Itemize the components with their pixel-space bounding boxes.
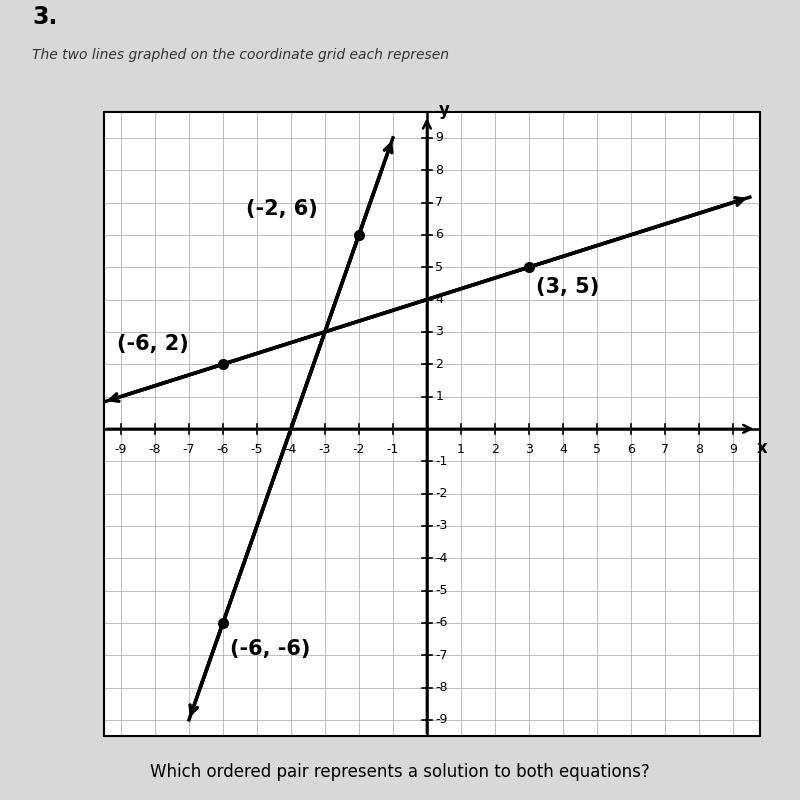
Text: -4: -4 [285, 443, 297, 456]
Text: (-2, 6): (-2, 6) [246, 198, 318, 218]
Text: -7: -7 [435, 649, 448, 662]
Text: 6: 6 [435, 228, 443, 242]
Text: y: y [438, 102, 450, 119]
Text: 3.: 3. [32, 5, 58, 29]
Text: 3: 3 [435, 326, 443, 338]
Text: 8: 8 [435, 164, 443, 177]
Text: -8: -8 [435, 681, 448, 694]
Text: Which ordered pair represents a solution to both equations?: Which ordered pair represents a solution… [150, 763, 650, 781]
Text: -3: -3 [435, 519, 448, 532]
Text: 4: 4 [435, 293, 443, 306]
Text: 6: 6 [627, 443, 634, 456]
Text: -3: -3 [318, 443, 331, 456]
Text: 2: 2 [435, 358, 443, 370]
Text: -8: -8 [149, 443, 162, 456]
Text: -5: -5 [435, 584, 448, 597]
Text: The two lines graphed on the coordinate grid each represen: The two lines graphed on the coordinate … [32, 48, 449, 62]
Text: 1: 1 [435, 390, 443, 403]
Text: -6: -6 [217, 443, 229, 456]
Text: -6: -6 [435, 616, 448, 630]
Text: 3: 3 [525, 443, 533, 456]
Text: -5: -5 [250, 443, 263, 456]
Text: -4: -4 [435, 552, 448, 565]
Text: 9: 9 [729, 443, 737, 456]
Text: -9: -9 [435, 714, 448, 726]
Text: 4: 4 [559, 443, 566, 456]
Text: -7: -7 [182, 443, 195, 456]
Text: x: x [756, 439, 767, 458]
Text: -9: -9 [115, 443, 127, 456]
Text: -1: -1 [386, 443, 399, 456]
Text: 7: 7 [435, 196, 443, 209]
Text: (3, 5): (3, 5) [536, 277, 599, 297]
Text: 8: 8 [695, 443, 703, 456]
Text: 5: 5 [593, 443, 601, 456]
Text: 9: 9 [435, 131, 443, 144]
Text: -2: -2 [353, 443, 365, 456]
Text: (-6, 2): (-6, 2) [118, 334, 189, 354]
Text: 2: 2 [491, 443, 499, 456]
Text: -1: -1 [435, 454, 448, 468]
Text: 1: 1 [457, 443, 465, 456]
Text: (-6, -6): (-6, -6) [230, 639, 310, 659]
Text: -2: -2 [435, 487, 448, 500]
Text: 7: 7 [661, 443, 669, 456]
Text: 5: 5 [435, 261, 443, 274]
